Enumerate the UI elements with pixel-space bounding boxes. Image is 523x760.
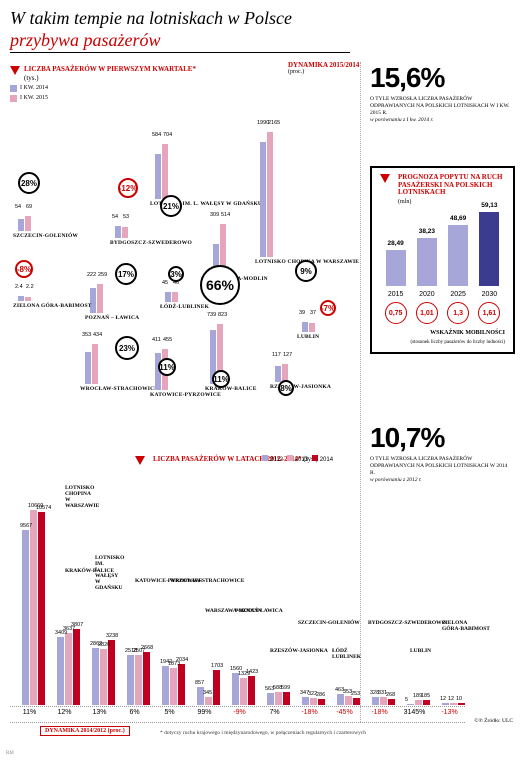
airport-label: WROCŁAW-STRACHOWICE (170, 578, 244, 584)
bgroup: 463353253 (337, 694, 360, 705)
bgroup: 340936373807 (57, 629, 80, 705)
pct-value: 11% (12, 709, 47, 716)
forecast-bar-2025: 48,692025 (448, 225, 468, 286)
mobility-value: 0,75 (385, 302, 407, 324)
airport-zielona-g-ra-babimost: 2.4 2.2 ZIELONA GÓRA-BABIMOST (18, 292, 31, 301)
stat1-value: 15,6% (370, 62, 510, 94)
airport-label: BYDGOSZCZ-SZWEDEROWO (368, 620, 446, 626)
airport-label: ZIELONAGÓRA-BABIMOST (442, 620, 490, 632)
mobility-row: 0,75 1,01 1,3 1,61 (380, 302, 505, 324)
forecast-box: PROGNOZA POPYTU NA RUCH PASAŻERSKI NA PO… (370, 166, 515, 354)
dyn-circle: 17% (115, 263, 137, 285)
bgroup: 328331268 (372, 697, 395, 705)
pct-value: 5% (152, 709, 187, 716)
stat-15-6: 15,6% O TYLE WZROSŁA LICZBA PASAŻERÓW OD… (370, 62, 510, 125)
bgroup: 347322286 (302, 697, 325, 705)
pct-value: -18% (292, 709, 327, 716)
pct-value: 3145% (397, 709, 432, 716)
bgroup: 8573451703 (197, 670, 220, 705)
stat1-desc: O TYLE WZROSŁA LICZBA PASAŻERÓW ODPRAWIA… (370, 96, 510, 125)
bottom-bar-chart: 95671066910574 LOTNISKOCHOPINAWWARSZAWIE 3… (10, 350, 510, 730)
bgroup: 286228263238 (92, 640, 115, 705)
pct-value: 6% (117, 709, 152, 716)
dyn-circle: -7% (320, 300, 336, 316)
airport-lublin: 39 37 LUBLIN (302, 318, 315, 332)
source: ©℗ Źródło: ULC (474, 718, 513, 724)
forecast-bar-2020: 38,232020 (417, 238, 437, 286)
pct-value: -13% (432, 709, 467, 716)
airport-label: POZNAŃ-ŁAWICA (235, 608, 283, 614)
airport-label: ŁÓDŹLUBLINEK (332, 648, 361, 660)
mobility-title: WSKAŹNIK MOBILNOŚCI (380, 330, 505, 336)
mobility-value: 1,3 (447, 302, 469, 324)
dyn-circle: 3% (168, 266, 184, 282)
mobility-value: 1,01 (416, 302, 438, 324)
dyn-circle: -8% (15, 260, 33, 278)
airport-lotnisko-im-l-wa-sy-w-gda-sku: 584 704 LOTNISKO IM. L. WAŁĘSY W GDAŃSKU (155, 140, 168, 199)
pct-value: 7% (257, 709, 292, 716)
bgroup: 156013291423 (232, 673, 255, 705)
dyn-circle: 28% (18, 172, 40, 194)
airport-lotnisko-chopina-w-warszawie: 1990 2165 LOTNISKO CHOPINA W WARSZAWIE (260, 128, 273, 257)
bgroup: 251825072668 (127, 652, 150, 705)
airport-szczecin-goleni-w: 54 69 SZCZECIN-GOLENIÓW (18, 212, 31, 231)
bgroup: 95671066910574 (22, 510, 45, 705)
bgroup: 194218732034 (162, 664, 185, 705)
mobility-sub: (stosunek liczby pasażerów do liczby lud… (380, 340, 505, 346)
airport-label: RZESZÓW-JASIONKA (270, 648, 328, 654)
pct-value: 99% (187, 709, 222, 716)
title-line1: W takim tempie na lotniskach w Polsce (10, 8, 292, 28)
mobility-value: 1,61 (478, 302, 500, 324)
airport-label: LOTNISKOCHOPINAWWARSZAWIE (65, 485, 99, 509)
page-title: W takim tempie na lotniskach w Polsce pr… (10, 8, 292, 51)
pct-value: -18% (362, 709, 397, 716)
footnote: * dotyczy ruchu krajowego i międzynarodo… (160, 730, 366, 736)
dyn-circle: 21% (160, 195, 182, 217)
pct-value: -9% (222, 709, 257, 716)
pct-value: -45% (327, 709, 362, 716)
arrow-down-icon (380, 174, 390, 183)
airport-label: LUBLIN (410, 648, 431, 654)
forecast-bar-chart: 28,492015 38,232020 48,692025 59,132030 (380, 211, 505, 286)
pct-value: 13% (82, 709, 117, 716)
airport-label: LOTNISKOIM.L.WAŁĘSYWGDAŃSKU (95, 555, 124, 591)
airport--d-lublinek: 45 46 ŁÓDŹ-LUBLINEK (165, 288, 178, 302)
dyn-circle: -12% (118, 178, 138, 198)
credit: RM (6, 751, 14, 756)
dyn-circle: 66% (200, 265, 240, 305)
poland-map: 54 69 SZCZECIN-GOLENIÓW 28% 54 53 BYDGOSZ… (0, 60, 355, 350)
airport-label: SZCZECIN-GOLENIÓW (298, 620, 360, 626)
forecast-bar-2015: 28,492015 (386, 250, 406, 286)
forecast-bar-2030: 59,132030 (479, 212, 499, 286)
bgroup: 5189185 (407, 700, 430, 705)
bgroup: 563588599 (267, 692, 290, 705)
dyn-circle: 9% (295, 260, 317, 282)
bgroup: 121210 (442, 703, 465, 705)
title-line2: przybywa pasażerów (10, 30, 161, 50)
forecast-title: PROGNOZA POPYTU NA RUCH PASAŻERSKI NA PO… (398, 174, 505, 197)
dynamika-badge: DYNAMIKA 2014/2012 (proc.) (40, 726, 130, 736)
pct-value: 12% (47, 709, 82, 716)
title-underline (10, 52, 350, 53)
airport-bydgoszcz-szwederowo: 54 53 BYDGOSZCZ-SZWEDEROWO (115, 222, 128, 238)
